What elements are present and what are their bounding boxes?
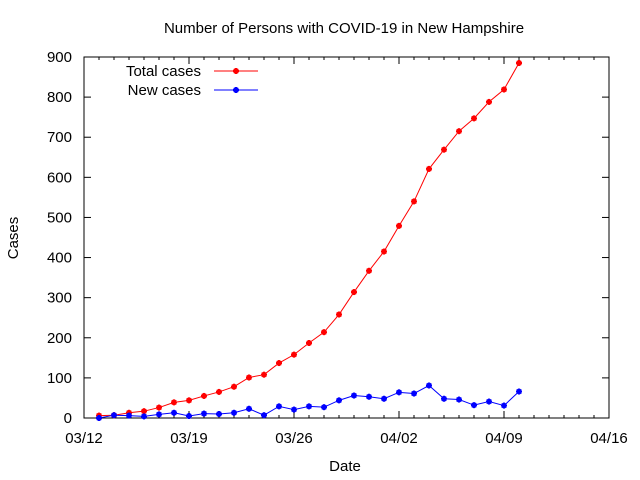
data-point xyxy=(201,410,207,417)
data-point xyxy=(486,398,492,405)
data-point xyxy=(216,410,222,417)
data-point xyxy=(321,404,327,411)
chart-title: Number of Persons with COVID-19 in New H… xyxy=(164,20,524,37)
axes: 0 100 200 300 400 500 600 700 800 900 03/12 03/19 03… xyxy=(47,49,628,447)
data-point xyxy=(351,392,357,399)
data-point xyxy=(366,393,372,400)
x-tick-label: 04/02 xyxy=(380,430,418,447)
x-tick-label: 04/09 xyxy=(485,430,523,447)
data-point xyxy=(171,399,177,406)
legend: Total cases New cases xyxy=(126,63,258,99)
y-tick-label: 0 xyxy=(64,410,72,427)
y-tick-label: 200 xyxy=(47,330,72,347)
legend-marker xyxy=(233,87,239,93)
data-point xyxy=(426,165,432,172)
data-point xyxy=(96,415,102,421)
data-point xyxy=(306,339,312,346)
legend-label: New cases xyxy=(128,82,201,99)
data-point xyxy=(396,222,402,229)
data-point xyxy=(516,388,522,395)
data-point xyxy=(276,360,282,367)
data-point xyxy=(456,128,462,135)
data-point xyxy=(411,390,417,397)
data-point xyxy=(231,383,237,390)
data-point xyxy=(156,411,162,418)
x-tick-label: 04/16 xyxy=(590,430,628,447)
data-point xyxy=(216,388,222,395)
data-point xyxy=(261,371,267,378)
data-point xyxy=(336,397,342,404)
data-point xyxy=(456,396,462,403)
plot-frame xyxy=(83,56,610,419)
data-point xyxy=(141,413,147,420)
data-point xyxy=(321,329,327,336)
data-point xyxy=(411,198,417,205)
x-tick-label: 03/19 xyxy=(170,430,208,447)
data-point xyxy=(471,115,477,122)
data-point xyxy=(171,409,177,416)
x-tick-label: 03/26 xyxy=(275,430,313,447)
data-point xyxy=(276,403,282,410)
data-point xyxy=(516,60,522,67)
y-tick-label: 400 xyxy=(47,250,72,267)
data-point xyxy=(441,146,447,153)
data-point xyxy=(501,86,507,93)
data-point xyxy=(381,248,387,255)
x-tick-label: 03/12 xyxy=(65,430,103,447)
data-point xyxy=(486,98,492,105)
y-tick-label: 700 xyxy=(47,129,72,146)
data-point xyxy=(441,395,447,402)
data-point xyxy=(231,409,237,416)
data-point xyxy=(501,402,507,409)
data-point xyxy=(291,351,297,358)
data-point xyxy=(366,267,372,274)
data-point xyxy=(396,389,402,396)
data-point xyxy=(246,405,252,412)
data-point xyxy=(261,412,267,419)
data-point xyxy=(471,402,477,409)
data-point xyxy=(186,397,192,404)
data-point xyxy=(381,395,387,402)
data-point xyxy=(201,392,207,399)
x-axis-label: Date xyxy=(329,458,361,475)
data-point xyxy=(126,412,132,419)
data-point xyxy=(306,403,312,410)
y-tick-label: 900 xyxy=(47,49,72,66)
data-point xyxy=(291,406,297,413)
legend-marker xyxy=(233,68,239,74)
y-tick-label: 600 xyxy=(47,169,72,186)
data-point xyxy=(156,404,162,411)
data-point xyxy=(336,311,342,318)
y-tick-label: 100 xyxy=(47,370,72,387)
data-point xyxy=(351,289,357,296)
series-line-0 xyxy=(98,62,520,417)
data-point xyxy=(186,412,192,419)
y-tick-label: 500 xyxy=(47,209,72,226)
y-axis-label: Cases xyxy=(5,217,22,260)
data-point xyxy=(111,412,117,419)
data-point xyxy=(426,382,432,389)
legend-label: Total cases xyxy=(126,63,201,80)
y-tick-label: 800 xyxy=(47,89,72,106)
series-layer xyxy=(96,60,522,421)
data-point xyxy=(141,408,147,415)
series-line-1 xyxy=(98,384,520,419)
y-tick-label: 300 xyxy=(47,290,72,307)
data-point xyxy=(246,374,252,381)
